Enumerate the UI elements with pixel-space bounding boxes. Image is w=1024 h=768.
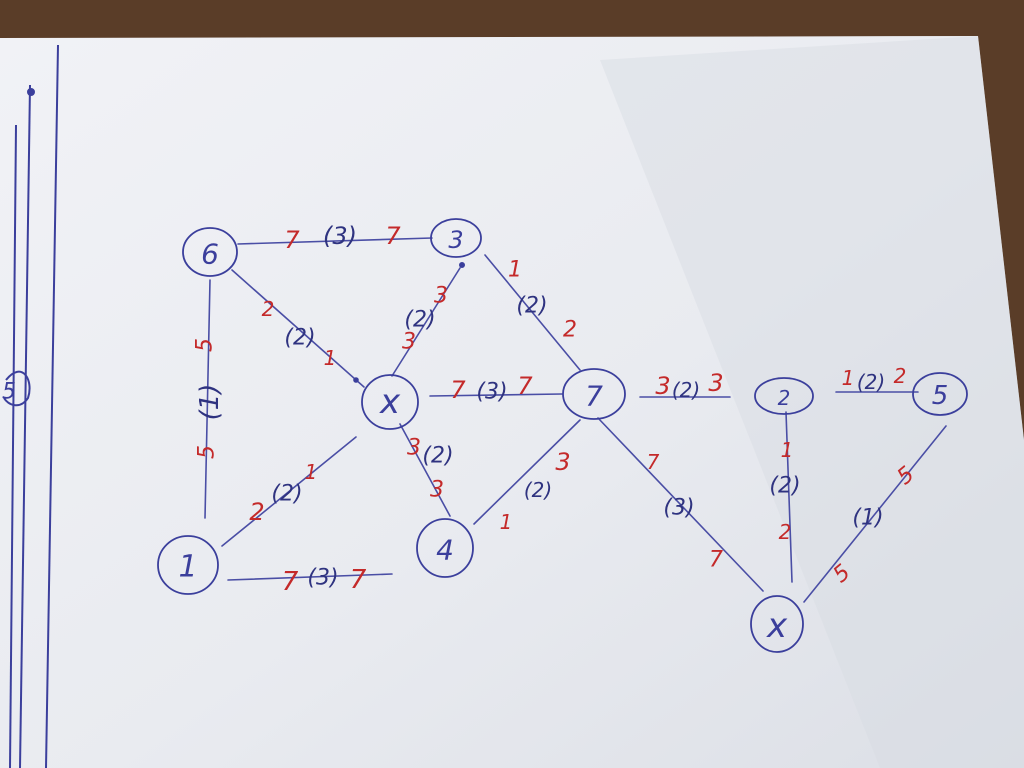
edge-x-1-red-a: 2 [249,498,264,526]
edge-x-7 [429,393,563,397]
edge-6-3-red-a: 7 [284,226,300,254]
edge-6-3-red-b: 7 [385,222,401,250]
edge-3-7 [484,254,581,371]
edge-6-x-red-b: 1 [324,346,337,370]
node-x-top-circle [361,374,419,430]
edge-3-7-red-a: 1 [508,258,522,283]
edge-6-3 [237,237,433,245]
edge-6-x-red-a: 2 [262,297,275,321]
edge-5-x2 [803,425,947,603]
edge-1-dangling-blue: (3) [307,566,338,591]
edge-x-7-blue: (3) [476,380,507,405]
edge-2-x2 [785,411,793,583]
edge-2-x2-red-b: 2 [779,520,792,544]
node-7-label: 7 [585,380,603,413]
edge-6-1-red-b: 5 [195,445,220,459]
node-x-top-label: x [379,382,401,422]
node-3-label: 3 [448,226,463,254]
node-7-circle [562,368,626,420]
edge-6-x-blue: (2) [284,326,315,351]
edge-3-x-red-a: 3 [434,284,448,309]
edge-2-5-red-a: 1 [842,366,855,390]
edge-7-x2-blue: (3) [663,496,694,521]
edge-7-4-blue: (2) [524,478,552,502]
edge-7-2-red-b: 3 [708,369,723,397]
edge-6-1 [204,279,211,519]
edge-3-7-blue: (2) [516,294,547,319]
margin-lines [3,44,59,768]
edge-7-4 [473,419,581,525]
node-4-circle [416,518,474,578]
node-4-label: 4 [436,534,454,567]
edge-x-4-red-a: 3 [407,436,421,461]
edge-x-1 [221,436,357,547]
edge-3-x-blue: (2) [404,308,435,333]
edge-3-7-red-b: 2 [563,318,577,343]
edge-2-x2-red-a: 1 [781,438,794,462]
edge-6-1-red-a: 5 [193,338,218,352]
edge-6-x [231,269,365,388]
margin-node-5-label: 5 [2,380,16,405]
node-x-bottom-circle [750,595,804,653]
node-2-circle [754,377,814,415]
edge-7-4-red-a: 3 [555,448,570,476]
paper-sheet [0,36,1024,768]
edge-6-1-blue: (1) [195,384,225,421]
edge-1-dangling-red-a: 7 [282,567,299,597]
edge-x-7-red-a: 7 [450,376,466,404]
pen-marks [353,262,465,383]
edge-7-2-red-a: 3 [655,372,670,400]
edges [204,237,947,603]
node-6-label: 6 [201,238,219,271]
edge-x-7-red-b: 7 [517,372,533,400]
edge-5-x2-blue: (1) [852,506,883,531]
edge-7-x2-red-b: 7 [709,548,723,573]
edge-1-dangling-red-b: 7 [350,565,367,595]
edge-2-5-red-b: 2 [894,364,907,388]
node-6-circle [182,227,238,277]
edge-2-5-blue: (2) [857,370,885,394]
node-x-bottom-label: x [766,606,788,646]
node-5-label: 5 [932,381,949,411]
node-2-label: 2 [778,386,791,410]
node-5-circle [912,372,968,416]
edge-x-4-red-b: 3 [430,478,444,503]
edge-x-4-blue: (2) [422,444,453,469]
edge-6-3-blue: (3) [323,222,357,250]
edge-x-4 [399,423,451,517]
edge-x-1-red-b: 1 [305,460,318,484]
edge-7-x2 [597,417,764,592]
edge-7-2-blue: (2) [672,378,700,402]
edge-2-x2-blue: (2) [769,474,800,499]
edge-3-x [391,267,461,377]
edge-1-dangling [227,573,393,581]
node-1-label: 1 [178,550,197,585]
edge-7-4-red-b: 1 [500,510,513,534]
edge-x-1-blue: (2) [271,482,302,507]
edge-7-x2-red-a: 7 [647,450,660,474]
edge-3-x-red-b: 3 [402,330,416,355]
node-1-circle [157,535,219,595]
node-3-circle [430,218,482,258]
nodes [157,218,968,653]
